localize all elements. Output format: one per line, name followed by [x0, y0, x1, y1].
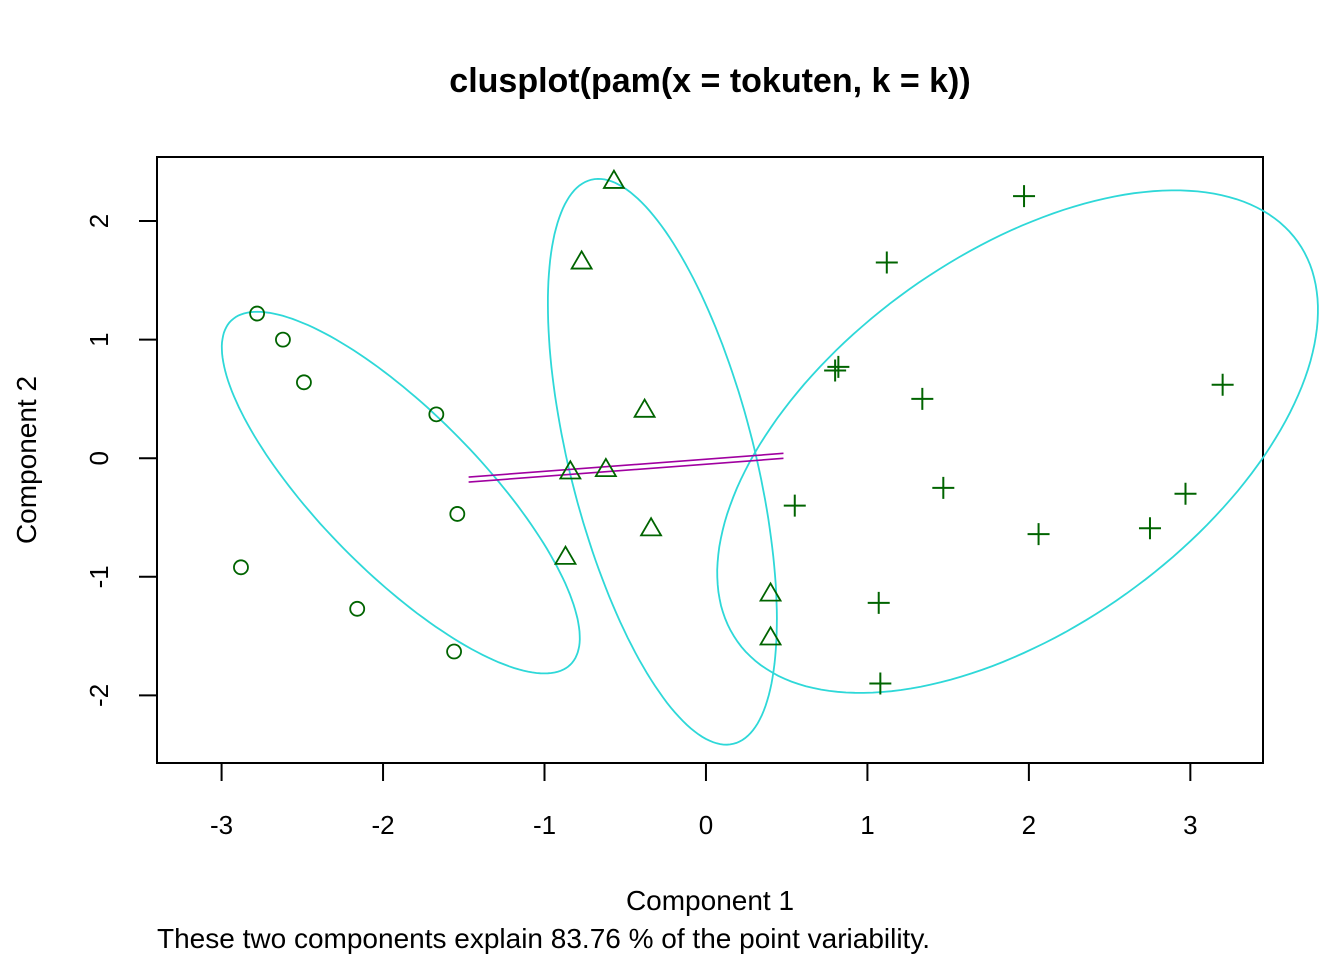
- y-axis: -2 -1 0 1 2: [84, 214, 157, 707]
- x-tick-label: 3: [1183, 810, 1197, 840]
- data-point-plus: [783, 494, 806, 517]
- data-point-plus: [1027, 523, 1050, 546]
- data-point-circle: [233, 559, 249, 576]
- data-point-plus: [1138, 517, 1161, 540]
- data-point-triangle: [758, 625, 783, 646]
- data-point-plus: [1013, 185, 1036, 208]
- data-point-plus: [1211, 373, 1234, 396]
- data-point-plus: [932, 476, 955, 499]
- y-tick-label: -1: [84, 565, 114, 588]
- x-tick-label: 0: [699, 810, 713, 840]
- plot-frame: [156, 156, 1264, 764]
- data-point-triangle: [553, 544, 578, 565]
- data-point-circle: [275, 331, 291, 348]
- data-point-circle: [349, 600, 366, 617]
- cluster-links: [468, 452, 784, 483]
- x-axis: -3 -2 -1 0 1 2 3: [210, 763, 1198, 840]
- data-point-triangle: [570, 249, 594, 270]
- data-point-circle: [428, 406, 445, 423]
- data-point-triangle: [633, 397, 657, 418]
- data-point-triangle: [639, 516, 663, 537]
- y-tick-label: 0: [84, 451, 114, 465]
- data-point-plus: [827, 355, 850, 378]
- cluster-link: [468, 452, 784, 478]
- chart-subtitle: These two components explain 83.76 % of …: [157, 923, 930, 954]
- data-point-plus: [1174, 482, 1197, 505]
- x-tick-label: 2: [1022, 810, 1036, 840]
- x-axis-label: Component 1: [626, 885, 794, 916]
- x-tick-label: -1: [533, 810, 556, 840]
- data-point-plus: [875, 251, 898, 274]
- data-point-plus: [869, 672, 892, 695]
- data-point-triangle: [594, 457, 618, 477]
- y-tick-label: -2: [84, 684, 114, 707]
- data-point-circle: [249, 305, 266, 322]
- data-point-circle: [449, 506, 466, 522]
- data-point-circle: [296, 374, 312, 391]
- cluster-ellipses: [220, 177, 1319, 746]
- data-point-triangle: [558, 459, 582, 480]
- data-point-plus: [824, 359, 847, 382]
- cluster-ellipse: [220, 310, 581, 675]
- x-tick-label: 1: [860, 810, 874, 840]
- y-tick-label: 2: [84, 214, 114, 228]
- y-tick-label: 1: [84, 332, 114, 346]
- y-axis-label: Component 2: [11, 376, 42, 544]
- x-tick-label: -2: [371, 810, 394, 840]
- data-point-circle: [446, 643, 462, 660]
- chart-title: clusplot(pam(x = tokuten, k = k)): [449, 62, 970, 100]
- cluster-ellipse: [716, 189, 1319, 694]
- data-point-plus: [867, 591, 890, 614]
- cluster-link: [468, 457, 784, 483]
- data-points: [233, 168, 1234, 695]
- x-tick-label: -3: [210, 810, 233, 840]
- data-point-triangle: [602, 168, 626, 189]
- data-point-triangle: [758, 581, 783, 602]
- data-point-plus: [911, 387, 934, 410]
